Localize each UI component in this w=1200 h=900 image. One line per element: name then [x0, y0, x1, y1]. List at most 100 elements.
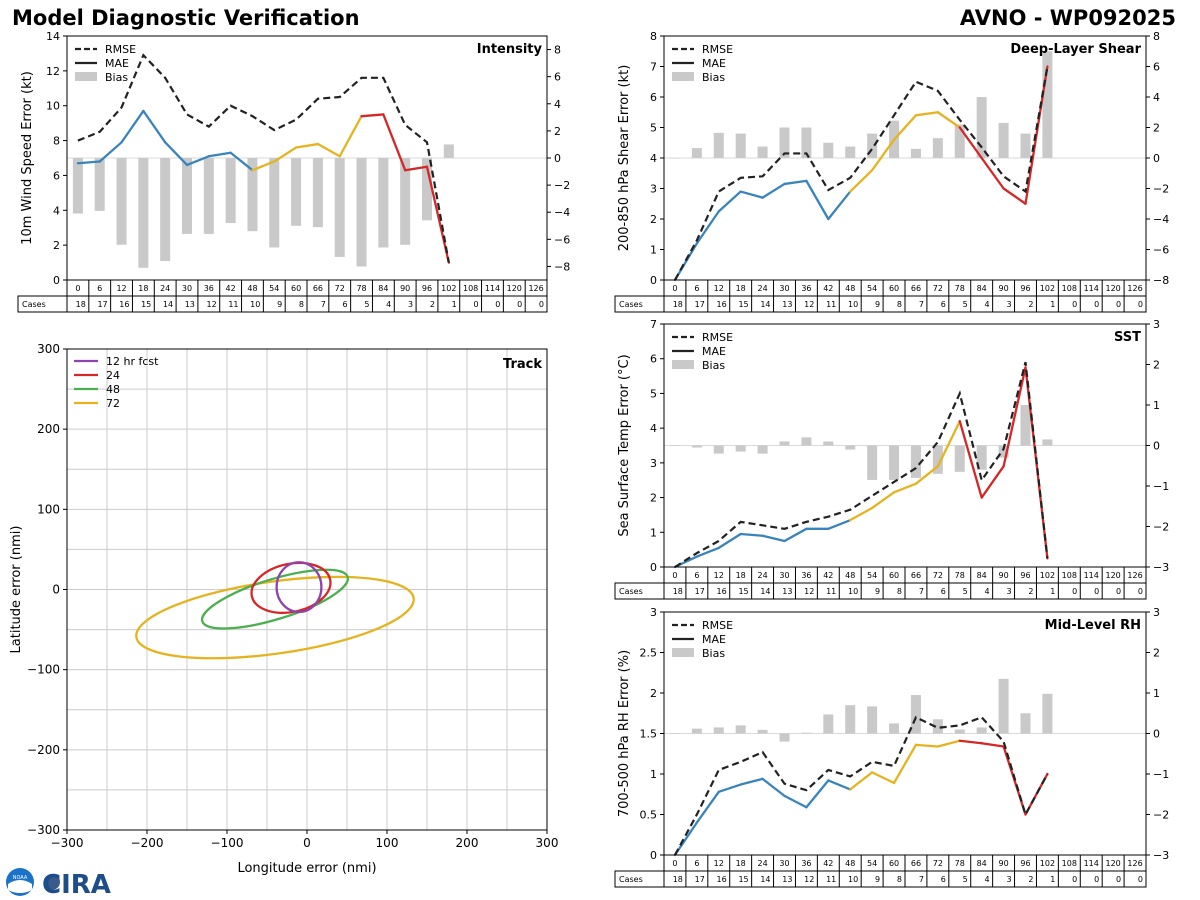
panel-title: Intensity [477, 42, 543, 57]
case-count: 2 [430, 300, 435, 309]
y2-tick-label: 2 [1153, 647, 1160, 660]
legend-bias-swatch [672, 648, 694, 657]
x-tick-label: −300 [51, 836, 84, 850]
lead-time-label: 84 [977, 571, 987, 580]
y2-tick-label: 8 [1153, 30, 1160, 43]
y2-tick-label: 0 [1153, 152, 1160, 165]
mae-segment [673, 242, 699, 282]
case-count: 3 [408, 300, 413, 309]
mae-segment [892, 482, 918, 494]
case-count: 10 [848, 587, 858, 596]
lead-time-label: 0 [672, 284, 677, 293]
lead-time-label: 84 [977, 859, 987, 868]
case-count: 2 [1028, 300, 1033, 309]
y-tick-label: 5 [650, 387, 657, 400]
x-tick-label: 100 [376, 836, 399, 850]
mae-segment [695, 210, 720, 245]
y-tick-label: 0 [650, 849, 657, 862]
page-title: Model Diagnostic Verification [12, 6, 360, 30]
case-count: 18 [673, 875, 683, 884]
mae-segment [783, 527, 808, 543]
y-tick-label: 6 [53, 169, 60, 182]
y-tick-label: 2 [650, 492, 657, 505]
mae-segment [980, 156, 1005, 190]
lead-time-label: 30 [779, 284, 789, 293]
mae-segment [849, 771, 874, 791]
y2-tick-label: −1 [1153, 480, 1169, 493]
bias-bar [910, 445, 921, 478]
bias-bar [954, 729, 965, 734]
mae-segment [98, 141, 123, 163]
case-count: 8 [299, 300, 304, 309]
y-axis-label: 10m Wind Speed Error (kt) [20, 71, 35, 245]
y-tick-label: 200 [37, 422, 60, 436]
lead-time-label: 18 [736, 859, 746, 868]
lead-time-label: 48 [247, 284, 257, 293]
lead-time-label: 120 [1105, 859, 1120, 868]
cases-table: Cases01861712161815241430133612421148105… [614, 566, 1147, 600]
y-tick-label: 10 [46, 100, 60, 113]
bias-bar [400, 158, 411, 245]
case-count: 11 [826, 587, 836, 596]
bias-bar [867, 133, 878, 158]
y2-tick-label: 6 [554, 71, 561, 84]
bias-bar [932, 445, 943, 474]
mae-segment [382, 113, 407, 172]
x-tick-label: 300 [536, 836, 559, 850]
bias-bar [1020, 713, 1031, 734]
bias-bar [998, 445, 1009, 458]
mae-segment [914, 111, 940, 117]
mae-segment [739, 532, 764, 537]
case-count: 5 [963, 875, 968, 884]
case-count: 12 [804, 875, 814, 884]
lead-time-label: 24 [757, 571, 767, 580]
case-count: 10 [250, 300, 260, 309]
case-count: 13 [782, 875, 792, 884]
case-count: 7 [919, 300, 924, 309]
bias-bar [845, 146, 856, 158]
lead-time-label: 6 [694, 571, 699, 580]
bias-bar [669, 445, 680, 446]
lead-time-label: 114 [485, 284, 500, 293]
legend-rmse-label: RMSE [702, 43, 733, 56]
y2-tick-label: −4 [1153, 213, 1169, 226]
cases-table: Cases01861712161815241430133612421148105… [17, 279, 548, 313]
bias-bar [757, 445, 768, 454]
case-count: 14 [163, 300, 173, 309]
mae-segment [805, 779, 830, 809]
mae-segment [294, 142, 320, 149]
lead-time-label: 18 [736, 571, 746, 580]
case-count: 4 [985, 875, 990, 884]
lead-time-label: 66 [911, 284, 921, 293]
case-count: 11 [826, 875, 836, 884]
lead-time-label: 48 [845, 284, 855, 293]
bias-bar [889, 723, 900, 734]
lead-time-label: 108 [1062, 859, 1077, 868]
mae-segment [1002, 187, 1027, 205]
bias-bar [845, 705, 856, 734]
y-tick-label: 3 [650, 457, 657, 470]
bias-bar [203, 158, 214, 234]
lead-time-label: 102 [1040, 859, 1055, 868]
case-count: 0 [1094, 587, 1099, 596]
mae-segment [870, 771, 896, 785]
case-count: 14 [760, 875, 770, 884]
bias-bar [867, 445, 878, 480]
case-count: 15 [141, 300, 151, 309]
mae-segment [207, 151, 232, 158]
y2-tick-label: 4 [1153, 91, 1160, 104]
lead-time-label: 84 [977, 284, 987, 293]
y2-tick-label: −6 [1153, 244, 1169, 257]
y2-tick-label: 3 [1153, 318, 1160, 331]
bias-bar [94, 158, 105, 211]
panel-title: Deep-Layer Shear [1010, 42, 1141, 57]
case-count: 9 [277, 300, 282, 309]
mae-segment [936, 420, 961, 468]
mae-segment [870, 491, 896, 510]
case-count: 6 [941, 587, 946, 596]
lead-time-label: 90 [998, 859, 1008, 868]
bias-bar [889, 445, 900, 480]
case-count: 8 [897, 875, 902, 884]
bias-bar [801, 437, 812, 446]
y-axis-label: Latitude error (nmi) [9, 526, 24, 654]
